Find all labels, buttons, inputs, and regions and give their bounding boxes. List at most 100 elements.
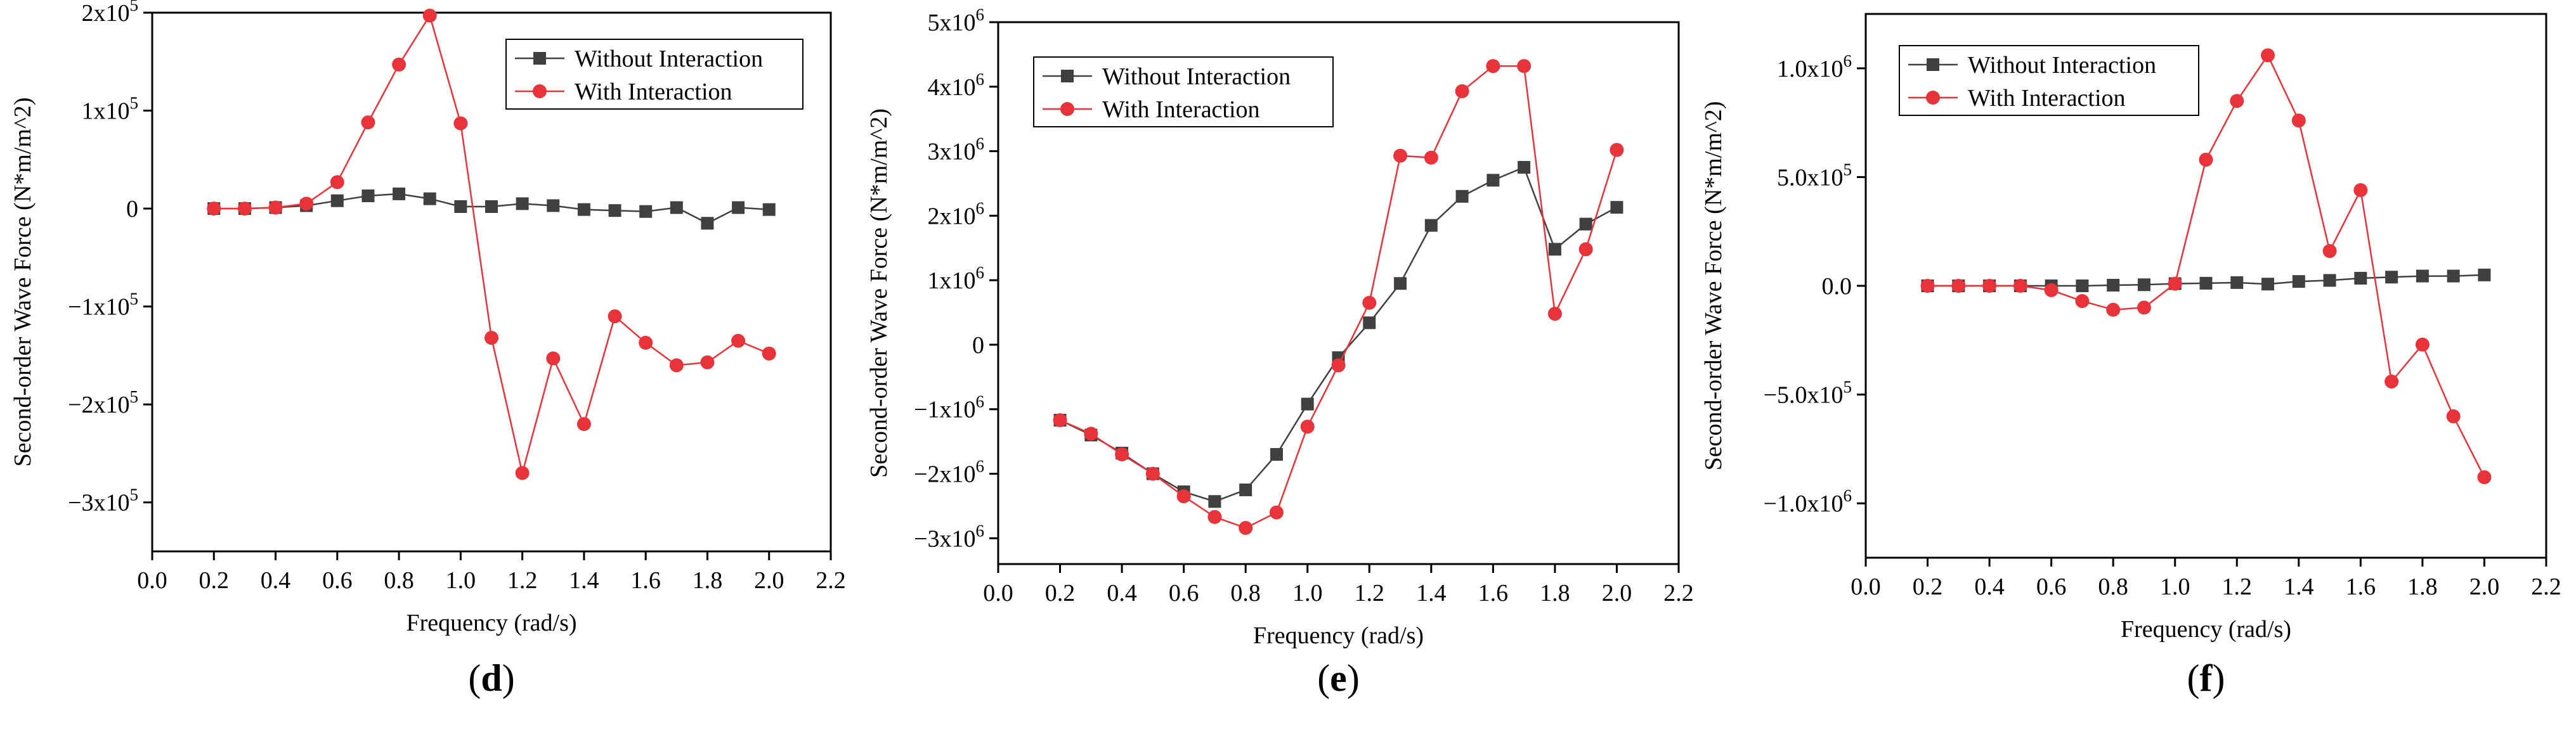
x-tick-label: 2.2 [2531, 574, 2561, 600]
y-tick-label: 3x106 [928, 134, 985, 165]
data-point [2137, 300, 2151, 315]
data-point [546, 351, 561, 366]
data-point [639, 205, 653, 218]
panel-label: (d) [468, 657, 514, 699]
data-point [2199, 276, 2213, 290]
data-point [1394, 277, 1407, 290]
data-point [2261, 278, 2275, 291]
data-point [1270, 447, 1283, 461]
data-point [1239, 521, 1253, 535]
legend-label: With Interaction [1102, 96, 1260, 123]
data-point [392, 57, 407, 72]
data-point [1610, 201, 1623, 214]
y-tick-label: −3x105 [68, 485, 138, 517]
data-point [2199, 152, 2213, 167]
data-point [2075, 294, 2090, 309]
data-point [2013, 279, 2027, 293]
data-point [515, 466, 530, 480]
data-point [701, 217, 714, 230]
x-tick-label: 1.8 [1540, 580, 1570, 607]
panel-label: (f) [2187, 657, 2225, 699]
data-point [423, 192, 436, 205]
data-point [2106, 302, 2121, 317]
x-tick-label: 0.8 [2098, 574, 2128, 600]
data-point [1269, 505, 1284, 520]
x-tick-label: 0.2 [1045, 580, 1076, 607]
y-tick-label: −1x105 [68, 290, 138, 321]
y-axis-title: Second-order Wave Force (N*m/m^2) [10, 98, 36, 467]
data-point [2291, 113, 2306, 128]
x-tick-label: 0.0 [1851, 574, 1881, 600]
data-point [1486, 59, 1500, 74]
y-tick-label: −2x106 [914, 457, 984, 488]
legend-marker [1927, 58, 1939, 71]
data-point [1548, 243, 1561, 256]
data-point [1393, 148, 1408, 163]
data-point [1547, 307, 1562, 321]
data-point [361, 115, 375, 130]
data-point [732, 201, 745, 214]
data-point [237, 202, 252, 216]
data-point [1455, 84, 1469, 98]
data-point [547, 199, 560, 212]
data-point [1362, 295, 1377, 310]
x-tick-label: 1.8 [693, 567, 723, 594]
data-point [762, 346, 776, 361]
data-point [2323, 274, 2336, 287]
data-point [1455, 189, 1469, 203]
x-tick-label: 0.0 [137, 567, 167, 594]
data-point [268, 200, 283, 215]
x-tick-label: 1.6 [1478, 580, 1509, 607]
x-tick-label: 1.0 [446, 567, 476, 594]
data-point [1920, 279, 1935, 293]
y-axis-title: Second-order Wave Force (N*m/m^2) [866, 108, 892, 478]
data-point [485, 200, 498, 213]
chart-panel: 0.0 0.2 0.4 0.6 0.8 1.0 1.2 1.4 1.6 1.8 2.0 2.2 −3x1… [866, 5, 1694, 699]
data-point [1424, 150, 1438, 165]
data-point [1239, 483, 1252, 496]
x-tick-label: 1.4 [569, 567, 599, 594]
data-point [2230, 276, 2244, 289]
legend-box [1899, 45, 2199, 116]
y-axis-title: Second-order Wave Force (N*m/m^2) [1700, 101, 1727, 471]
data-point [576, 417, 591, 432]
legend-box [1033, 56, 1334, 127]
data-point [2353, 183, 2368, 197]
data-point [1176, 489, 1191, 504]
y-tick-label: −2x105 [68, 387, 138, 418]
data-point [1517, 59, 1532, 74]
plot-frame [151, 11, 832, 553]
data-point [1331, 358, 1346, 373]
x-tick-label: 2.0 [754, 567, 784, 594]
data-point [330, 194, 344, 207]
x-tick-label: 1.2 [2222, 574, 2253, 600]
legend-marker [533, 52, 546, 65]
x-tick-label: 0.2 [199, 567, 230, 594]
x-tick-label: 1.2 [507, 567, 538, 594]
y-tick-label: −5.0x105 [1764, 378, 1852, 409]
data-point [1084, 427, 1098, 441]
data-point [1424, 219, 1438, 232]
data-point [330, 175, 344, 189]
data-point [2416, 269, 2429, 283]
x-axis-title: Frequency (rad/s) [1253, 622, 1424, 649]
x-tick-label: 2.0 [2469, 574, 2500, 600]
data-point [2477, 470, 2492, 485]
data-point [1982, 279, 1997, 293]
x-tick-label: 1.2 [1355, 580, 1385, 607]
data-point [762, 203, 776, 216]
x-axis-title: Frequency (rad/s) [2121, 616, 2291, 643]
y-tick-label: −1x106 [914, 392, 984, 423]
data-point [422, 8, 437, 23]
data-point [1518, 161, 1531, 174]
x-axis-title: Frequency (rad/s) [406, 610, 576, 636]
legend-marker [1060, 102, 1074, 116]
legend-marker [1926, 91, 1940, 105]
data-point [639, 335, 653, 350]
data-point [2385, 271, 2398, 284]
data-point [516, 197, 529, 210]
y-tick-label: −1.0x106 [1764, 486, 1852, 517]
data-point [1301, 397, 1314, 411]
